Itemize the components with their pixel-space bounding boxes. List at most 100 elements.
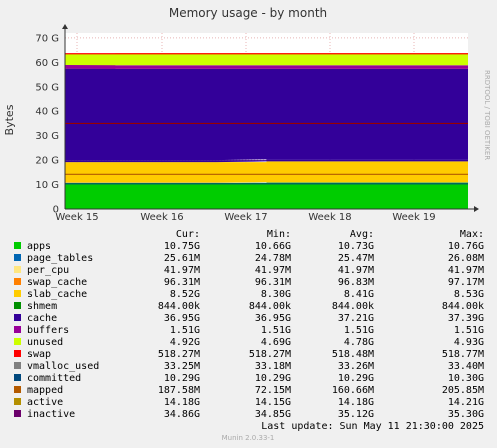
legend-value: 35.30G xyxy=(448,409,484,420)
legend-value: 1.51G xyxy=(261,325,291,336)
legend-swatch-inactive xyxy=(14,410,21,417)
chart-title: Memory usage - by month xyxy=(169,6,327,20)
legend-value: 8.30G xyxy=(261,289,291,300)
legend-value: 4.92G xyxy=(170,337,200,348)
legend-swatch-per_cpu xyxy=(14,266,21,273)
legend-name: swap_cache xyxy=(27,277,87,288)
x-tick-label: Week 19 xyxy=(392,212,435,223)
legend-value: 25.61M xyxy=(164,253,200,264)
x-tick-label: Week 16 xyxy=(140,212,183,223)
y-tick-label: 10 G xyxy=(35,180,59,191)
axes xyxy=(62,24,479,212)
x-tick-labels: Week 15 Week 16 Week 17 Week 18 Week 19 xyxy=(55,212,435,223)
legend-value: 1.51G xyxy=(454,325,484,336)
legend-value: 33.40M xyxy=(448,361,484,372)
legend-swatch-cache xyxy=(14,314,21,321)
legend-value: 10.66G xyxy=(255,241,291,252)
x-tick-label: Week 18 xyxy=(308,212,351,223)
area-slab_cache xyxy=(65,161,468,183)
legend-value: 4.78G xyxy=(344,337,374,348)
legend-table: Cur: Min: Avg: Max: apps 10.75G 10.66G 10.73G 10… xyxy=(14,229,484,420)
legend-value: 36.95G xyxy=(255,313,291,324)
legend-value: 8.52G xyxy=(170,289,200,300)
legend-value: 1.51G xyxy=(170,325,200,336)
legend-name: active xyxy=(27,397,63,408)
stacked-areas xyxy=(65,53,468,209)
legend-value: 10.29G xyxy=(255,373,291,384)
rrdtool-credit: RRDTOOL / TOBI OETIKER xyxy=(483,70,491,160)
legend-column-header: Max: xyxy=(460,229,484,240)
legend-value: 72.15M xyxy=(255,385,291,396)
legend-value: 518.77M xyxy=(442,349,484,360)
legend-value: 518.27M xyxy=(158,349,200,360)
legend-value: 96.31M xyxy=(164,277,200,288)
area-shmem xyxy=(65,159,468,163)
legend-value: 10.76G xyxy=(448,241,484,252)
legend-value: 518.48M xyxy=(332,349,374,360)
legend-value: 187.58M xyxy=(158,385,200,396)
legend-value: 25.47M xyxy=(338,253,374,264)
legend-swatch-swap xyxy=(14,350,21,357)
legend-value: 4.93G xyxy=(454,337,484,348)
overlay-lines xyxy=(65,53,468,185)
legend-value: 36.95G xyxy=(164,313,200,324)
legend-value: 41.97M xyxy=(338,265,374,276)
legend-column-header: Cur: xyxy=(176,229,200,240)
legend-value: 96.83M xyxy=(338,277,374,288)
y-tick-label: 70 G xyxy=(35,33,59,44)
legend-value: 34.86G xyxy=(164,409,200,420)
y-tick-label: 40 G xyxy=(35,107,59,118)
legend-value: 518.27M xyxy=(249,349,291,360)
munin-version: Munin 2.0.33-1 xyxy=(222,434,275,442)
legend-column-header: Min: xyxy=(267,229,291,240)
legend-value: 14.18G xyxy=(338,397,374,408)
y-tick-label: 50 G xyxy=(35,82,59,93)
y-tick-label: 60 G xyxy=(35,58,59,69)
legend-value: 160.66M xyxy=(332,385,374,396)
area-cache xyxy=(65,68,468,161)
legend-value: 33.18M xyxy=(255,361,291,372)
legend-swatch-shmem xyxy=(14,302,21,309)
legend-value: 844.00k xyxy=(332,301,374,312)
legend-name: mapped xyxy=(27,385,63,396)
last-update: Last update: Sun May 11 21:30:00 2025 xyxy=(261,421,484,432)
legend-swatch-committed xyxy=(14,374,21,381)
legend-name: apps xyxy=(27,241,51,252)
legend-value: 205.85M xyxy=(442,385,484,396)
x-axis-arrow xyxy=(474,206,479,212)
legend-value: 35.12G xyxy=(338,409,374,420)
legend-value: 41.97M xyxy=(448,265,484,276)
y-axis-label: Bytes xyxy=(3,104,16,135)
legend-value: 14.18G xyxy=(164,397,200,408)
area-unused xyxy=(65,53,468,66)
legend-name: inactive xyxy=(27,409,75,420)
legend-name: vmalloc_used xyxy=(27,361,99,372)
area-buffers xyxy=(65,64,468,69)
y-tick-labels: 0 10 G 20 G 30 G 40 G 50 G 60 G 70 G xyxy=(35,33,59,215)
legend-column-header: Avg: xyxy=(350,229,374,240)
legend-value: 24.78M xyxy=(255,253,291,264)
y-tick-label: 30 G xyxy=(35,131,59,142)
legend-value: 10.73G xyxy=(338,241,374,252)
legend-name: shmem xyxy=(27,301,57,312)
legend-value: 33.25M xyxy=(164,361,200,372)
legend-value: 4.69G xyxy=(261,337,291,348)
legend-name: cache xyxy=(27,313,57,324)
legend-value: 14.15G xyxy=(255,397,291,408)
legend-swatch-apps xyxy=(14,242,21,249)
legend-swatch-mapped xyxy=(14,386,21,393)
legend-name: slab_cache xyxy=(27,289,87,300)
legend-swatch-unused xyxy=(14,338,21,345)
x-tick-label: Week 17 xyxy=(224,212,267,223)
legend-name: swap xyxy=(27,349,51,360)
legend-value: 26.08M xyxy=(448,253,484,264)
legend-value: 844.00k xyxy=(442,301,484,312)
legend-value: 14.21G xyxy=(448,397,484,408)
legend-value: 37.21G xyxy=(338,313,374,324)
legend-value: 41.97M xyxy=(255,265,291,276)
legend-swatch-buffers xyxy=(14,326,21,333)
legend-name: buffers xyxy=(27,325,69,336)
legend-value: 10.29G xyxy=(164,373,200,384)
legend-value: 8.41G xyxy=(344,289,374,300)
